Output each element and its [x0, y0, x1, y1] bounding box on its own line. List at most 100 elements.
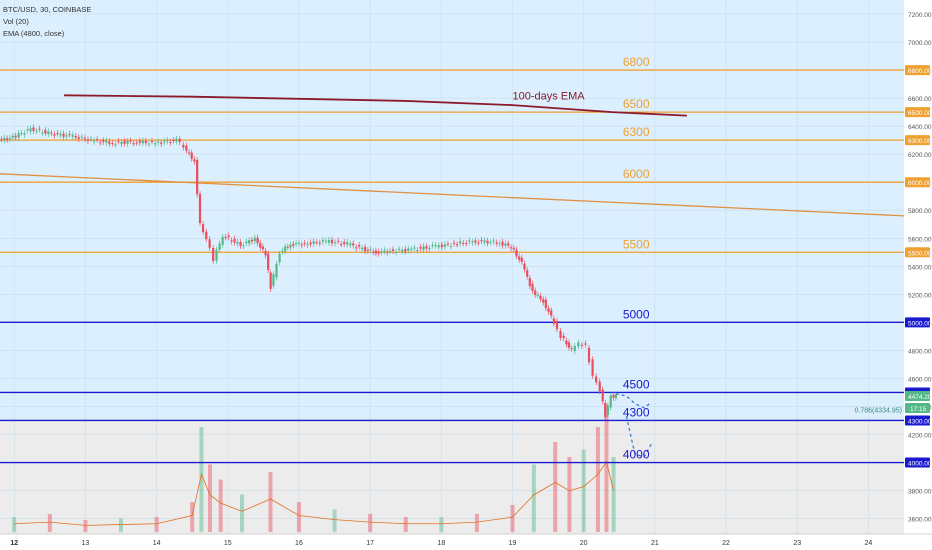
candle-body: [117, 141, 120, 143]
volume-bar: [531, 464, 536, 532]
candle-body: [248, 240, 251, 244]
time-tick-label: 20: [580, 540, 588, 547]
candle-body: [278, 253, 281, 263]
level-label-5500: 5500: [623, 237, 650, 251]
candle-body: [595, 376, 598, 383]
candle-body: [474, 240, 477, 243]
candle-body: [520, 257, 523, 262]
volume-bar: [296, 502, 301, 532]
candle-body: [480, 240, 483, 242]
candle-body: [187, 152, 191, 154]
candle-body: [446, 243, 450, 245]
candle-body: [284, 246, 287, 252]
candle-body: [239, 242, 242, 247]
candle-body: [498, 243, 501, 245]
candle-body: [544, 299, 547, 309]
candle-body: [147, 143, 151, 145]
fib-label: 0.786(4334.95): [855, 408, 902, 415]
candle-body: [218, 243, 221, 250]
candle-body: [324, 240, 328, 242]
candle-body: [369, 249, 372, 251]
ema-line: [64, 94, 687, 117]
candle-body: [281, 250, 284, 252]
price-tick-label: 6200.00: [908, 152, 932, 159]
candle-body: [504, 243, 507, 246]
candle-body: [80, 136, 83, 138]
candle-body: [604, 402, 607, 418]
level-tag-5500: 5500.00: [908, 250, 932, 257]
time-tick-label: 16: [295, 540, 303, 547]
candle-body: [224, 236, 227, 238]
candle-body: [523, 263, 526, 270]
candle-body: [528, 278, 531, 287]
candle-body: [272, 274, 275, 286]
candle-body: [386, 251, 389, 253]
candle-body: [23, 133, 26, 135]
time-tick-label: 23: [793, 540, 801, 547]
candle-body: [562, 335, 565, 339]
candle-body: [372, 251, 375, 253]
candle-body: [413, 247, 416, 249]
level-label-4300: 4300: [623, 405, 650, 419]
candle-body: [153, 143, 157, 145]
candle-body: [96, 139, 99, 141]
ema-indicator-label[interactable]: EMA (4800, close): [3, 29, 65, 38]
volume-bars: [12, 404, 616, 532]
candle-body: [50, 132, 53, 134]
price-tick-label: 5200.00: [908, 292, 932, 299]
volume-bar: [12, 517, 17, 532]
price-tick-label: 6400.00: [908, 124, 932, 131]
level-tag-4300: 4300.00: [908, 418, 932, 425]
candle-body: [289, 244, 292, 248]
candle-body: [428, 247, 431, 250]
candle-body: [580, 344, 584, 346]
candle-body: [41, 132, 44, 134]
time-tick-label: 18: [437, 540, 445, 547]
candle-body: [264, 250, 267, 256]
candle-body: [471, 241, 474, 243]
candle-body: [340, 244, 343, 246]
candle-body: [215, 249, 218, 261]
current-price-tag: 4474.20: [908, 394, 932, 401]
candle-body: [14, 135, 17, 138]
candle-body: [17, 133, 20, 138]
level-label-4500: 4500: [623, 377, 650, 391]
candle-body: [89, 138, 93, 140]
candle-body: [71, 134, 74, 137]
candle-body: [577, 342, 580, 347]
candle-body: [59, 133, 62, 136]
candle-body: [401, 249, 404, 252]
candle-body: [550, 310, 553, 316]
candle-body: [459, 241, 462, 244]
level-tag-box-6300: [905, 135, 930, 146]
volume-average-line: [14, 460, 614, 526]
candle-body: [233, 238, 236, 243]
price-axis[interactable]: 7200.00 7000.00 6800.00 6600.00 6400.00 6200.…: [905, 12, 932, 524]
level-label-4000: 4000: [623, 448, 650, 462]
candle-body: [333, 242, 337, 244]
candle-body: [327, 240, 331, 243]
price-tick-label: 5400.00: [908, 264, 932, 271]
candle-body: [250, 239, 254, 242]
candle-body: [358, 245, 361, 247]
trend-line: [0, 173, 905, 217]
candle-body: [196, 159, 199, 195]
candle-body: [567, 342, 571, 348]
candle-body: [388, 250, 392, 252]
candle-body: [8, 137, 12, 139]
price-tick-label: 3600.00: [908, 517, 932, 524]
candle-body: [425, 246, 428, 249]
countdown-label: 17:15: [910, 406, 927, 413]
level-tag-6300: 6300.00: [908, 138, 932, 145]
candle-body: [501, 241, 504, 246]
candle-body: [534, 290, 537, 295]
candle-body: [477, 242, 480, 244]
candle-body: [515, 249, 518, 257]
time-axis[interactable]: 12 13 14 15 16 17 18 19 20 21 22 23 24: [0, 533, 932, 547]
candle-body: [198, 194, 202, 224]
volume-indicator-label[interactable]: Vol (20): [3, 17, 29, 26]
volume-bar: [83, 520, 88, 532]
candle-body: [212, 248, 215, 261]
